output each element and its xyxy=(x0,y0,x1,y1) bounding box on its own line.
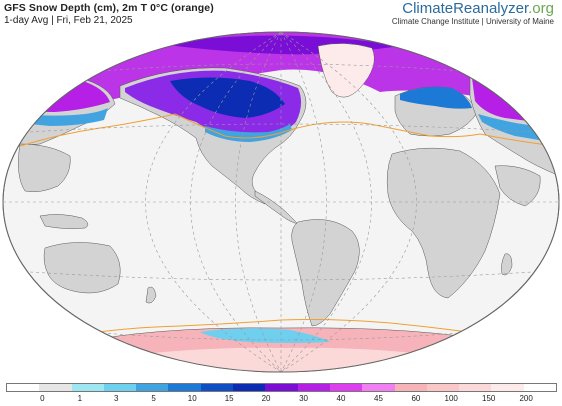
legend-label: 20 xyxy=(261,394,271,403)
new-zealand xyxy=(145,286,157,304)
legend-swatch xyxy=(200,384,234,391)
legend-swatch xyxy=(394,384,427,391)
arctic-snow-band xyxy=(60,32,520,111)
legend-swatch xyxy=(71,384,104,391)
legend-label: 200 xyxy=(519,394,533,403)
brand-name-suffix: .org xyxy=(528,0,554,17)
header-subtitle: 1-day Avg | Fri, Feb 21, 2025 xyxy=(4,15,133,26)
brand-logo[interactable]: ClimateReanalyzer.org Climate Change Ins… xyxy=(392,1,554,27)
arabia xyxy=(494,165,541,207)
brand-name-main: ClimateReanalyzer xyxy=(402,0,529,17)
legend-swatch xyxy=(39,384,72,391)
legend-label: 60 xyxy=(411,394,421,403)
header-title: GFS Snow Depth (cm), 2m T 0°C (orange) xyxy=(4,2,214,14)
graticule xyxy=(3,32,559,372)
legend-swatch xyxy=(523,384,557,391)
europe-snow xyxy=(400,86,472,109)
brand-name: ClimateReanalyzer.org xyxy=(392,1,554,17)
legend-label: 5 xyxy=(151,394,156,403)
legend-label: 10 xyxy=(187,394,197,403)
greenland xyxy=(317,43,375,98)
legend-label: 45 xyxy=(374,394,383,403)
legend-labels: 0 1 3 5 10 15 20 30 40 45 60 100 150 200 xyxy=(6,394,557,404)
legend-label: 1 xyxy=(77,394,83,403)
legend-swatch xyxy=(103,384,137,391)
legend-label: 3 xyxy=(113,394,119,403)
legend-swatch xyxy=(459,384,492,391)
madagascar xyxy=(501,253,513,276)
brand-subtitle: Climate Change Institute | University of… xyxy=(391,17,554,26)
legend-swatch xyxy=(362,384,395,391)
legend-label: 150 xyxy=(481,394,496,403)
legend-swatch xyxy=(233,384,266,391)
legend-swatch xyxy=(297,384,330,391)
legend-swatch xyxy=(329,384,363,391)
legend-colorbar xyxy=(6,383,557,392)
indonesia xyxy=(39,214,89,229)
legend-swatch xyxy=(168,384,201,391)
legend-swatch xyxy=(426,384,460,391)
legend-label: 40 xyxy=(336,394,346,403)
legend-label: 15 xyxy=(224,394,234,403)
australia xyxy=(43,242,121,294)
north-america-snow-edge xyxy=(205,124,292,142)
se-asia xyxy=(18,143,71,193)
legend-swatch xyxy=(491,384,524,391)
antarctica-peninsula-snow xyxy=(200,328,330,343)
legend-swatch xyxy=(7,384,40,391)
legend-swatch xyxy=(136,384,169,391)
legend-label: 100 xyxy=(444,394,458,403)
legend-label: 30 xyxy=(299,394,308,403)
legend-swatch xyxy=(265,384,298,391)
globe-outline xyxy=(2,31,560,373)
africa xyxy=(386,147,501,299)
world-snow-depth-map xyxy=(2,31,560,373)
legend-label: 0 xyxy=(40,394,45,403)
south-america xyxy=(291,219,360,327)
